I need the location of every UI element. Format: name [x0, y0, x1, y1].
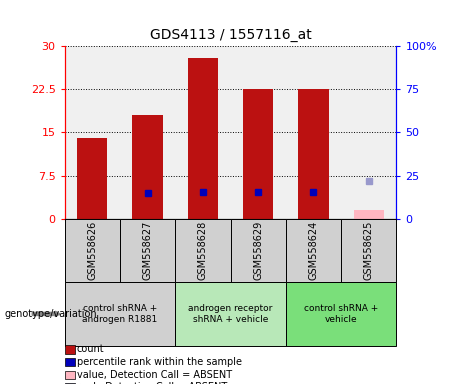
Bar	[65, 219, 120, 282]
Bar	[230, 219, 286, 282]
Bar	[286, 282, 396, 346]
Bar	[298, 89, 329, 219]
Bar	[77, 138, 107, 219]
Bar	[65, 282, 175, 346]
Text: value, Detection Call = ABSENT: value, Detection Call = ABSENT	[77, 370, 232, 380]
Bar	[354, 210, 384, 219]
Bar	[132, 115, 163, 219]
Text: GSM558624: GSM558624	[308, 221, 319, 280]
Bar	[175, 219, 230, 282]
Text: GSM558626: GSM558626	[87, 221, 97, 280]
Bar	[188, 58, 218, 219]
Bar	[286, 219, 341, 282]
Title: GDS4113 / 1557116_at: GDS4113 / 1557116_at	[150, 28, 311, 42]
Text: rank, Detection Call = ABSENT: rank, Detection Call = ABSENT	[77, 382, 227, 384]
Text: control shRNA +
androgen R1881: control shRNA + androgen R1881	[82, 304, 158, 324]
Bar	[175, 282, 286, 346]
Text: genotype/variation: genotype/variation	[5, 309, 97, 319]
Bar	[120, 219, 175, 282]
Bar	[341, 219, 396, 282]
Bar	[243, 89, 273, 219]
Text: GSM558627: GSM558627	[142, 221, 153, 280]
Text: GSM558628: GSM558628	[198, 221, 208, 280]
Text: percentile rank within the sample: percentile rank within the sample	[77, 357, 242, 367]
Text: control shRNA +
vehicle: control shRNA + vehicle	[304, 304, 378, 324]
Text: count: count	[77, 344, 105, 354]
Text: androgen receptor
shRNA + vehicle: androgen receptor shRNA + vehicle	[188, 304, 273, 324]
Text: GSM558625: GSM558625	[364, 221, 374, 280]
Text: GSM558629: GSM558629	[253, 221, 263, 280]
